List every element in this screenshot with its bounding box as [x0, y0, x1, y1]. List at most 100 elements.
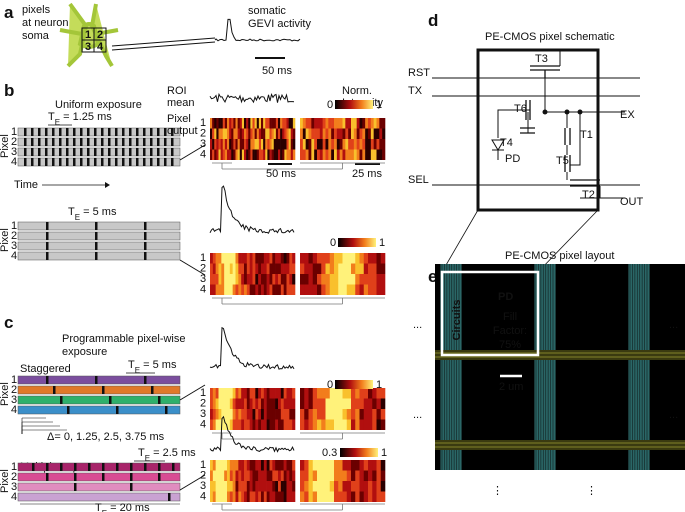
exposure-row — [17, 395, 181, 405]
heatmap-cell — [261, 470, 265, 481]
heatmap-cell — [346, 419, 352, 430]
heatmap-cell — [342, 284, 348, 295]
heatmap-cell — [235, 470, 239, 481]
heatmap-cell — [227, 128, 230, 139]
symbol: T — [95, 502, 102, 512]
label: 3 — [11, 146, 17, 158]
heatmap-cell — [210, 253, 214, 264]
subscript: E — [75, 213, 80, 222]
heatmap-cell — [334, 460, 339, 471]
heatmap-cell — [351, 149, 355, 160]
value: = 5 ms — [80, 206, 117, 218]
heatmap-cell — [353, 128, 357, 139]
heatmap-cell — [286, 460, 290, 471]
exposure-tick — [31, 128, 34, 136]
heatmap-cell — [363, 470, 369, 481]
label: 1 — [381, 447, 387, 459]
heatmap-cell — [325, 253, 331, 264]
heatmap-cell — [275, 274, 279, 285]
exposure-tick — [136, 128, 139, 136]
heatmap-cell — [244, 388, 248, 399]
exposure-row — [17, 482, 181, 492]
pixel-box — [93, 39, 107, 53]
heatmap-cell — [252, 409, 256, 420]
heatmap-cell — [362, 139, 366, 150]
heatmap-cell — [249, 253, 253, 264]
exposure-tick — [144, 242, 147, 250]
exposure-tick — [151, 386, 154, 394]
heatmap-cell — [241, 481, 245, 492]
heatmap-cell — [218, 419, 222, 430]
heatmap-cell — [283, 398, 287, 409]
heatmap-cell — [292, 149, 296, 160]
heatmap-cell — [215, 470, 219, 481]
heatmap-cell — [355, 481, 360, 492]
exposure-tick — [95, 222, 98, 230]
exposure-tick — [67, 406, 70, 414]
heatmap-cell — [263, 460, 267, 471]
heatmap-cell — [212, 139, 215, 150]
heatmap-cell — [312, 253, 318, 264]
heatmap-cell — [379, 139, 383, 150]
heatmap-cell — [372, 263, 377, 274]
heatmap-cell — [329, 388, 335, 399]
heatmap-cell — [351, 388, 356, 399]
heatmap-cell — [252, 128, 255, 139]
circuit-strip — [628, 264, 650, 470]
exposure-tick — [129, 128, 132, 136]
heatmap-cell — [363, 409, 369, 420]
exposure-tick — [116, 406, 119, 414]
heatmap-cell — [252, 470, 256, 481]
heatmap-cell — [280, 409, 284, 420]
label: c — [4, 313, 13, 332]
heatmap-cell — [338, 388, 343, 399]
label: Pixel — [0, 228, 11, 252]
heatmap-cell — [272, 419, 276, 430]
heatmap-cell — [258, 409, 262, 420]
label: Fill — [503, 311, 517, 323]
heatmap-cell — [368, 470, 373, 481]
exposure-tick — [122, 148, 125, 156]
heatmap-cell — [212, 409, 216, 420]
heatmap-cell — [351, 274, 356, 285]
exposure-tick — [59, 128, 62, 136]
heatmap-cell — [317, 263, 322, 274]
exposure-tick — [45, 158, 48, 166]
heatmap-cell — [368, 274, 373, 285]
heatmap-cell — [359, 388, 365, 399]
heatmap-cell — [269, 263, 273, 274]
heatmap-cell — [252, 284, 256, 295]
heatmap-cell — [342, 149, 346, 160]
heatmap-cell — [312, 263, 318, 274]
heatmap-cell — [278, 274, 282, 285]
exposure-tick — [115, 138, 118, 146]
heatmap-cell — [212, 470, 216, 481]
heatmap-cell — [338, 409, 343, 420]
heatmap-cell — [271, 139, 275, 150]
heatmap-cell — [292, 139, 296, 150]
heatmap-cell — [266, 388, 270, 399]
heatmap-cell — [325, 128, 329, 139]
heatmap-cell — [351, 263, 356, 274]
heatmap-cell — [321, 470, 326, 481]
heatmap-cell — [363, 284, 369, 295]
label: RST — [408, 67, 430, 79]
heatmap-cell — [238, 491, 242, 502]
heatmap-cell — [283, 470, 287, 481]
label: 2 — [200, 398, 206, 410]
heatmap-cell — [345, 118, 349, 129]
heatmap-cell — [280, 388, 284, 399]
heatmap-cell — [286, 284, 290, 295]
heatmap-cell — [215, 460, 219, 471]
exposure-tick — [45, 138, 48, 146]
heatmap-cell — [300, 398, 305, 409]
heatmap-cell — [267, 139, 270, 150]
exposure-label: TE = 20 ms — [95, 502, 150, 512]
heatmap-cell — [229, 388, 233, 399]
heatmap-cell — [224, 481, 228, 492]
heatmap-cell — [271, 149, 275, 160]
heatmap-cell — [244, 118, 247, 129]
heatmap-cell — [241, 398, 245, 409]
heatmap-cell — [280, 274, 284, 285]
heatmap-cell — [356, 139, 360, 150]
